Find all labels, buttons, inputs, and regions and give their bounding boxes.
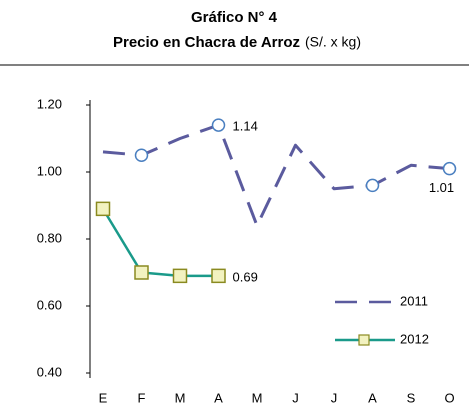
chart-title: Gráfico N° 4 xyxy=(191,9,278,26)
x-tick-label: A xyxy=(214,390,223,405)
x-tick-label: A xyxy=(368,390,377,405)
x-tick-label: F xyxy=(138,390,146,405)
chart-subtitle: Precio en Chacra de Arroz xyxy=(113,34,300,51)
series-line xyxy=(101,208,219,278)
unit-label: (S/. x kg) xyxy=(305,34,361,50)
x-tick-label: M xyxy=(175,390,186,405)
legend-marker xyxy=(358,334,370,346)
data-label: 1.01 xyxy=(429,180,454,195)
point-marker xyxy=(134,265,149,280)
legend-label: 2011 xyxy=(400,293,428,308)
x-tick-label: J xyxy=(292,390,299,405)
point-marker xyxy=(134,148,149,162)
series-line xyxy=(102,123,450,228)
x-tick-label: O xyxy=(444,390,454,405)
legend-label: 2012 xyxy=(400,331,429,346)
point-marker xyxy=(211,268,226,284)
x-tick-label: J xyxy=(331,390,338,405)
point-marker xyxy=(172,268,188,284)
point-marker xyxy=(365,178,380,193)
data-label: 0.69 xyxy=(233,269,258,284)
x-tick-label: M xyxy=(252,390,263,405)
y-tick-label: 0.40 xyxy=(37,364,62,379)
point-marker xyxy=(442,161,457,176)
data-label: 1.14 xyxy=(233,119,258,134)
y-tick-label: 1.20 xyxy=(37,96,62,111)
y-tick-label: 0.80 xyxy=(37,230,62,245)
y-tick-label: 0.60 xyxy=(37,297,62,312)
point-marker xyxy=(211,118,226,132)
point-marker xyxy=(95,201,111,217)
x-tick-label: S xyxy=(407,390,416,405)
y-tick-label: 1.00 xyxy=(37,163,62,178)
x-tick-label: E xyxy=(99,390,108,405)
